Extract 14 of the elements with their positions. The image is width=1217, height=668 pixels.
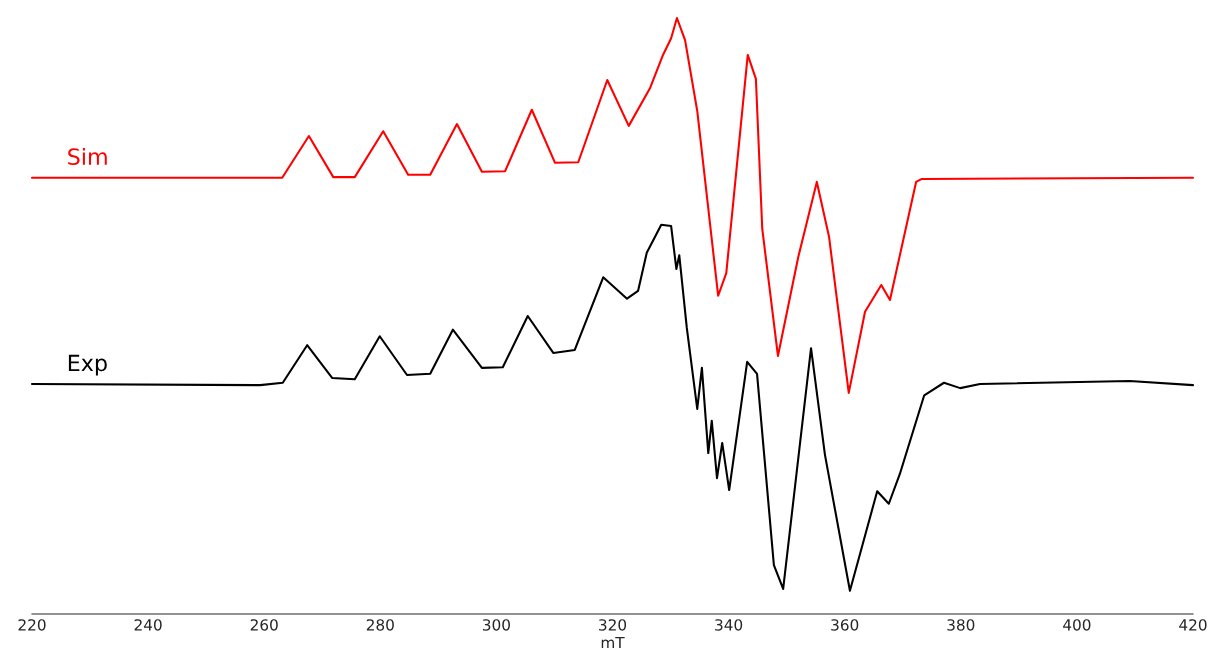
x-axis-title: mT	[601, 636, 625, 649]
x-tick-label: 260	[250, 619, 278, 631]
x-tick-label: 280	[366, 619, 394, 631]
x-tick-label: 360	[831, 619, 859, 631]
x-tick-label: 220	[18, 619, 46, 631]
series-label: Exp	[68, 354, 107, 376]
x-tick-label: 240	[134, 619, 162, 631]
x-tick-label: 380	[947, 619, 975, 631]
x-tick-label: 340	[715, 619, 743, 631]
x-tick-label: 420	[1179, 619, 1207, 631]
x-tick-label: 320	[599, 619, 627, 631]
x-tick-label: 300	[482, 619, 510, 631]
series-label: Sim	[68, 147, 107, 166]
x-tick-label: 400	[1063, 619, 1091, 631]
